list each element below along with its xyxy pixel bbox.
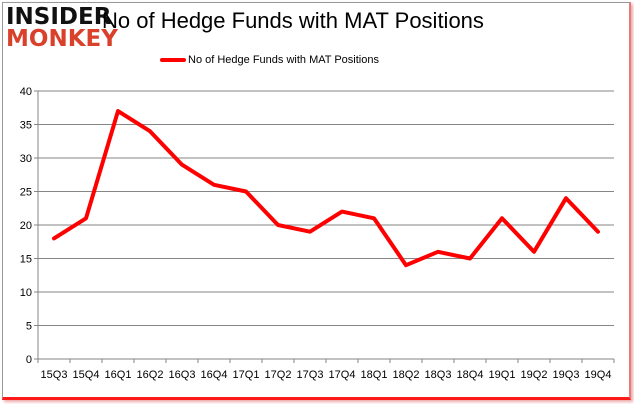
- data-point-18Q3: [437, 251, 439, 253]
- y-tick-label: 10: [20, 287, 32, 299]
- y-tick-label: 0: [26, 354, 32, 366]
- x-tick-label: 16Q2: [137, 369, 164, 381]
- x-tick-label: 19Q4: [585, 369, 612, 381]
- x-tick-label: 19Q1: [489, 369, 516, 381]
- data-point-18Q4: [469, 258, 471, 259]
- data-point-18Q1: [373, 217, 375, 219]
- data-point-19Q2: [533, 251, 535, 253]
- data-point-19Q4: [597, 231, 599, 233]
- x-tick-label: 15Q3: [41, 369, 68, 381]
- y-tick-label: 35: [20, 120, 32, 132]
- insider-monkey-logo: INSIDER MONKEY: [6, 4, 118, 52]
- x-tick-label: 18Q3: [425, 369, 452, 381]
- data-point-16Q4: [213, 184, 215, 186]
- data-point-16Q2: [149, 130, 151, 132]
- x-tick-label: 16Q1: [105, 369, 132, 381]
- y-tick-label: 25: [20, 187, 32, 199]
- legend-label: No of Hedge Funds with MAT Positions: [188, 54, 379, 66]
- y-tick-label: 5: [26, 321, 32, 333]
- logo-line-1: INSIDER: [6, 4, 112, 30]
- x-tick-label: 19Q3: [553, 369, 580, 381]
- x-tick-label: 18Q4: [457, 369, 484, 381]
- x-tick-label: 17Q1: [233, 369, 260, 381]
- chart-frame: [2, 2, 631, 400]
- chart-legend: No of Hedge Funds with MAT Positions: [160, 54, 379, 66]
- x-tick-label: 18Q1: [361, 369, 388, 381]
- data-point-18Q2: [405, 264, 407, 266]
- logo-line-2: MONKEY: [6, 26, 118, 52]
- y-tick-label: 15: [20, 254, 32, 266]
- x-tick-label: 16Q4: [201, 369, 228, 381]
- x-tick-label: 17Q3: [297, 369, 324, 381]
- chart-title: No of Hedge Funds with MAT Positions: [102, 8, 484, 33]
- x-tick-label: 16Q3: [169, 369, 196, 381]
- data-point-17Q2: [277, 224, 279, 226]
- y-tick-label: 30: [20, 153, 32, 165]
- x-tick-label: 19Q2: [521, 369, 548, 381]
- y-tick-label: 40: [20, 86, 32, 98]
- series-line: [52, 109, 600, 268]
- y-tick-label: 20: [20, 220, 32, 232]
- x-tick-label: 18Q2: [393, 369, 420, 381]
- x-tick-label: 17Q2: [265, 369, 292, 381]
- data-point-16Q1: [117, 110, 119, 112]
- data-point-17Q4: [341, 211, 343, 213]
- legend-swatch: [160, 58, 186, 62]
- x-tick-label: 17Q4: [329, 369, 356, 381]
- data-point-17Q3: [309, 231, 311, 233]
- data-point-15Q4: [85, 217, 87, 219]
- data-point-16Q3: [181, 164, 183, 166]
- data-point-15Q3: [53, 237, 55, 239]
- data-point-17Q1: [245, 191, 247, 192]
- x-tick-label: 15Q4: [73, 369, 100, 381]
- data-point-19Q3: [565, 197, 567, 199]
- data-point-19Q1: [501, 217, 503, 219]
